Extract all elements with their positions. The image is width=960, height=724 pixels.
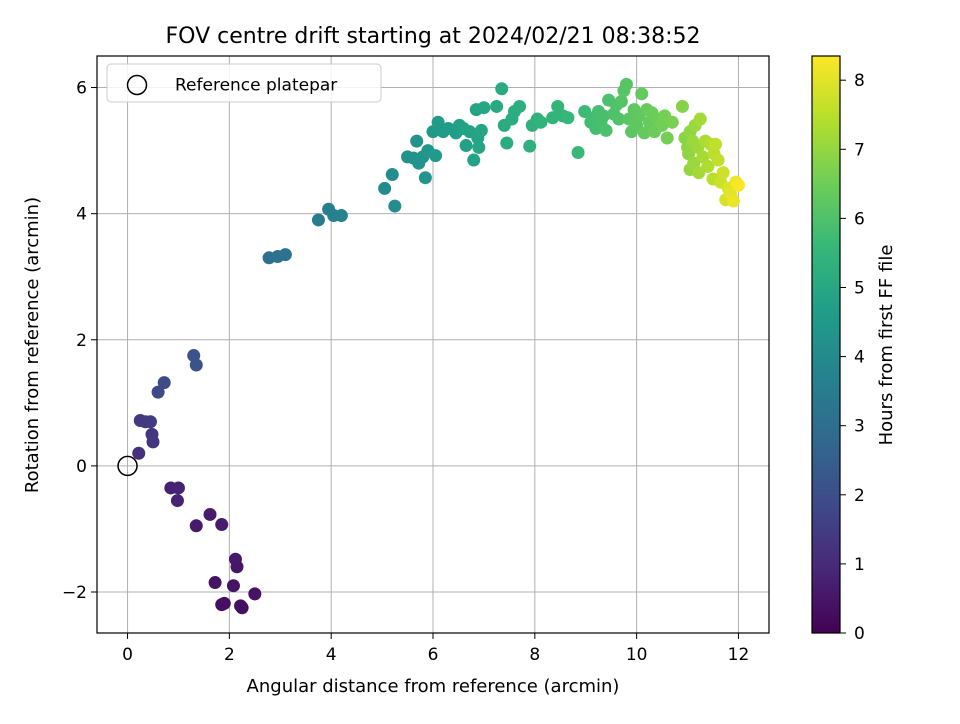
data-point bbox=[571, 145, 585, 159]
x-axis-ticks: 0 2 4 6 8 10 12 bbox=[122, 633, 749, 665]
colorbar-tick-label: 5 bbox=[854, 278, 865, 298]
x-tick-label: 2 bbox=[224, 645, 235, 665]
data-point bbox=[675, 99, 689, 113]
data-point bbox=[385, 168, 399, 182]
reference-marker bbox=[117, 455, 138, 477]
data-point bbox=[215, 518, 229, 532]
data-point bbox=[490, 99, 504, 113]
data-point bbox=[378, 181, 392, 195]
data-point bbox=[614, 94, 628, 108]
data-point bbox=[189, 358, 203, 372]
data-point bbox=[534, 115, 548, 129]
data-point bbox=[429, 149, 443, 163]
data-point bbox=[334, 209, 348, 223]
data-point bbox=[546, 111, 560, 125]
y-tick-label: 4 bbox=[76, 205, 87, 225]
colorbar-label: Hours from first FF file bbox=[876, 245, 897, 446]
data-point bbox=[151, 385, 165, 399]
data-point bbox=[599, 123, 613, 137]
data-points bbox=[132, 77, 745, 615]
x-tick-label: 10 bbox=[626, 645, 648, 665]
colorbar-tick-label: 4 bbox=[854, 348, 865, 368]
data-point bbox=[693, 112, 707, 126]
data-point bbox=[248, 587, 262, 601]
x-tick-label: 8 bbox=[529, 645, 540, 665]
y-tick-label: 0 bbox=[76, 457, 87, 477]
legend-box bbox=[106, 63, 382, 103]
colorbar-tick-label: 0 bbox=[854, 624, 865, 644]
grid bbox=[97, 56, 769, 633]
data-point bbox=[726, 194, 740, 208]
data-point bbox=[561, 111, 575, 125]
legend: Reference platepar bbox=[106, 63, 382, 103]
x-axis-label: Angular distance from reference (arcmin) bbox=[247, 676, 620, 697]
data-point bbox=[226, 579, 240, 593]
data-point bbox=[500, 136, 514, 150]
colorbar-ticks: 0 1 2 3 4 5 6 7 8 bbox=[840, 71, 865, 644]
legend-entry-label: Reference platepar bbox=[175, 76, 337, 96]
data-point bbox=[171, 481, 185, 495]
data-point bbox=[612, 112, 626, 126]
x-tick-label: 4 bbox=[326, 645, 337, 665]
data-point bbox=[132, 446, 146, 460]
data-point bbox=[701, 159, 715, 173]
data-point bbox=[217, 596, 231, 610]
data-point bbox=[311, 213, 325, 227]
data-point bbox=[467, 153, 481, 167]
data-point bbox=[709, 137, 723, 151]
data-point bbox=[143, 415, 157, 429]
data-point bbox=[711, 153, 725, 167]
legend-marker-icon bbox=[126, 74, 148, 96]
chart-title: FOV centre drift starting at 2024/02/21 … bbox=[166, 24, 701, 49]
data-point bbox=[228, 552, 242, 566]
data-point bbox=[410, 134, 424, 148]
data-point bbox=[278, 248, 292, 262]
data-point bbox=[619, 77, 633, 91]
colorbar-tick-label: 3 bbox=[854, 417, 865, 437]
data-point bbox=[692, 166, 706, 180]
data-point bbox=[145, 427, 159, 441]
data-point bbox=[474, 123, 488, 137]
data-point bbox=[208, 576, 222, 590]
colorbar-tick-label: 6 bbox=[854, 209, 865, 229]
data-point bbox=[157, 376, 171, 390]
y-axis-ticks: −2 0 2 4 6 bbox=[62, 79, 97, 603]
data-point bbox=[716, 166, 730, 180]
data-point bbox=[459, 139, 473, 153]
data-point bbox=[731, 178, 745, 192]
data-point bbox=[513, 99, 527, 113]
y-tick-label: 6 bbox=[76, 79, 87, 99]
colorbar-tick-label: 7 bbox=[854, 140, 865, 160]
colorbar-tick-label: 8 bbox=[854, 71, 865, 91]
data-point bbox=[472, 140, 486, 154]
colorbar-tick-label: 2 bbox=[854, 486, 865, 506]
data-point bbox=[523, 139, 537, 153]
data-point bbox=[665, 115, 679, 129]
y-axis-label: Rotation from reference (arcmin) bbox=[22, 197, 43, 493]
data-point bbox=[660, 131, 674, 145]
data-point bbox=[189, 519, 203, 533]
colorbar-tick-label: 1 bbox=[854, 555, 865, 575]
x-tick-label: 6 bbox=[428, 645, 439, 665]
data-point bbox=[637, 126, 651, 140]
data-point bbox=[234, 599, 248, 613]
data-point bbox=[170, 494, 184, 508]
data-point bbox=[388, 199, 402, 213]
data-point bbox=[477, 101, 491, 115]
data-point bbox=[597, 109, 611, 123]
data-point bbox=[495, 82, 509, 96]
data-point bbox=[418, 171, 432, 185]
x-tick-label: 0 bbox=[122, 645, 133, 665]
x-tick-label: 12 bbox=[728, 645, 750, 665]
reference-point bbox=[117, 455, 138, 477]
y-tick-label: −2 bbox=[62, 583, 87, 603]
colorbar bbox=[811, 55, 841, 634]
data-point bbox=[203, 507, 217, 521]
data-point bbox=[635, 87, 649, 101]
y-tick-label: 2 bbox=[76, 331, 87, 351]
